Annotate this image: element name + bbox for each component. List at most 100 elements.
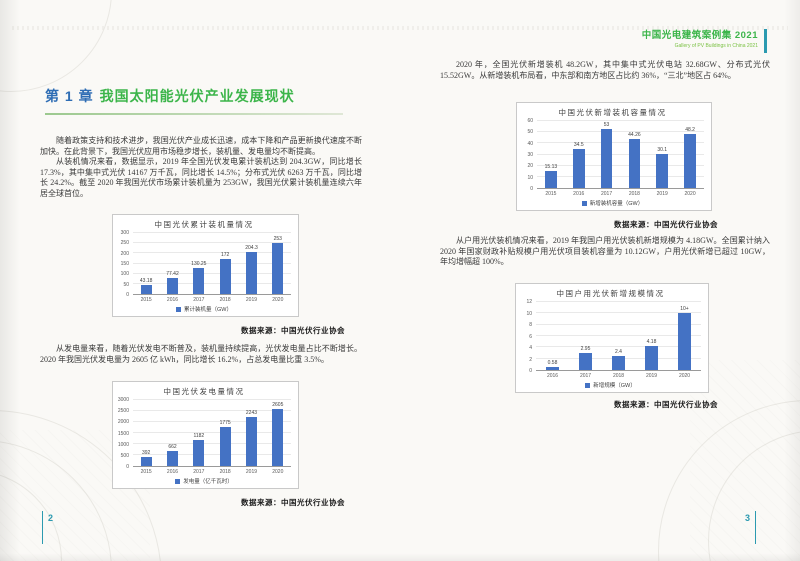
bar-value-label: 392	[141, 450, 151, 457]
gridline	[536, 323, 701, 325]
bar-value-label: 2605	[272, 401, 284, 408]
y-tick-label: 6	[529, 333, 532, 340]
bar-value-label: 43.18	[139, 278, 153, 285]
gridline	[537, 142, 704, 144]
x-tick-label: 2018	[628, 190, 640, 197]
y-tick-label: 50	[123, 281, 129, 288]
x-tick-label: 2016	[166, 468, 179, 475]
y-tick-label: 2500	[117, 408, 129, 415]
bar-series: 15.13 34.5 53 44.26 30.1 48.2	[537, 121, 704, 188]
paragraph: 2020 年，全国光伏新增装机 48.2GW，其中集中式光伏电站 32.68GW…	[440, 60, 770, 80]
bar-value-label: 253	[273, 235, 282, 242]
y-tick-label: 2	[529, 356, 532, 363]
chart-plot-area: 0 2 4 6 8 10 12 0.58 2.95 2.4 4.18 10+	[520, 299, 701, 374]
bar	[611, 356, 626, 370]
chapter-underline	[45, 113, 343, 115]
legend: 新增规模（GW）	[520, 380, 701, 390]
bar	[656, 154, 669, 188]
x-tick-label: 2020	[678, 372, 691, 379]
bar	[219, 259, 231, 294]
x-tick-label: 2017	[601, 190, 613, 197]
footer-accent-line	[42, 511, 43, 544]
legend: 累计装机量（GW）	[117, 304, 291, 314]
y-axis: 0 10 20 30 40 50 60	[521, 118, 537, 192]
gridline	[537, 175, 704, 177]
bar-value-label: 34.5	[573, 142, 584, 149]
y-tick-label: 8	[529, 322, 532, 328]
y-tick-label: 0	[126, 292, 129, 298]
x-tick-label: 2020	[272, 296, 284, 303]
data-source-note: 数据来源：中国光伏行业协会	[614, 400, 718, 409]
x-tick-label: 2020	[272, 468, 284, 475]
y-tick-label: 250	[120, 240, 129, 247]
y-tick-label: 0	[126, 464, 129, 470]
bar-value-label: 130.25	[191, 260, 207, 267]
gridline	[133, 232, 291, 233]
paragraph: 从户用光伏装机情况来看，2019 年我国户用光伏装机新增规模为 4.18GW。全…	[440, 236, 770, 266]
chart-new-installed-capacity: 中国光伏新增装机容量情况 0 10 20 30 40 50 60 15.13 34.5 53 44.2…	[516, 102, 712, 211]
data-source-note: 数据来源：中国光伏行业协会	[241, 498, 345, 507]
gridline	[133, 454, 291, 455]
bar-slot: 662	[159, 400, 185, 466]
bar	[245, 252, 257, 294]
chart-title: 中国户用光伏新增规模情况	[556, 289, 665, 298]
y-tick-label: 2000	[117, 419, 129, 426]
bar	[193, 440, 205, 466]
x-axis: 2015 2016 2017 2018 2019 2020	[537, 189, 704, 198]
header-accent-bar	[764, 29, 767, 53]
bar-slot: 1775	[212, 400, 238, 466]
bar-value-label: 4.18	[646, 339, 657, 346]
x-tick-label: 2018	[612, 372, 625, 379]
bar-slot: 172	[212, 233, 238, 294]
x-tick-label: 2015	[545, 190, 557, 197]
x-tick-label: 2016	[166, 296, 179, 303]
chart-cumulative-installed-capacity: 中国光伏累计装机量情况 0 50 100 150 200 250 300 43.18 77.42 1…	[112, 214, 299, 317]
y-tick-label: 50	[527, 129, 533, 136]
bar-value-label: 204.3	[245, 245, 258, 252]
y-tick-label: 300	[120, 230, 129, 236]
x-axis: 2016 2017 2018 2019 2020	[536, 371, 701, 380]
gridline	[133, 410, 291, 411]
bar	[166, 278, 179, 294]
gridline	[536, 312, 701, 314]
chapter-heading: 第 1 章我国太阳能光伏产业发展现状	[45, 86, 345, 115]
bar	[578, 353, 593, 370]
gridline	[133, 242, 291, 244]
bar-slot: 15.13	[537, 121, 565, 188]
bar-series: 0.58 2.95 2.4 4.18 10+	[536, 302, 701, 370]
gridline	[536, 346, 701, 348]
bar-value-label: 662	[168, 444, 177, 451]
x-tick-label: 2017	[193, 468, 205, 475]
decorative-dot-strip	[12, 26, 788, 30]
book-subtitle: Gallery of PV Buildings in China 2021	[674, 43, 758, 49]
paragraph: 随着政策支持和技术进步，我国光伏产业成长迅速，成本下降和产品更新换代速度不断加快…	[40, 136, 362, 156]
paragraph: 从发电量来看，随着光伏发电不断普及，装机量持续提高，光伏发电量占比不断增长。20…	[40, 344, 362, 364]
y-axis: 0 2 4 6 8 10 12	[520, 299, 536, 374]
chart-title: 中国光伏累计装机量情况	[154, 220, 254, 229]
y-tick-label: 60	[527, 118, 533, 124]
bar-value-label: 2243	[245, 409, 258, 416]
legend: 新增装机容量（GW）	[521, 198, 704, 208]
chart-power-generation: 中国光伏发电量情况 0 500 1000 1500 2000 2500 3000 392 662 1…	[112, 381, 299, 489]
bar	[219, 426, 231, 466]
new-installed-paragraph: 2020 年，全国光伏新增装机 48.2GW，其中集中式光伏电站 32.68GW…	[440, 60, 770, 81]
x-tick-label: 2018	[219, 296, 231, 303]
legend-swatch	[176, 306, 181, 312]
y-tick-label: 500	[120, 452, 129, 459]
legend-label: 新增装机容量（GW）	[589, 201, 644, 207]
bar-value-label: 77.42	[166, 271, 179, 278]
chart-plot-area: 0 10 20 30 40 50 60 15.13 34.5 53 44.26 30.1 48.2	[521, 118, 704, 192]
bar-series: 43.18 77.42 130.25 172 204.3 253	[133, 233, 291, 294]
x-axis: 2015 2016 2017 2018 2019 2020	[133, 467, 291, 476]
intro-paragraphs: 随着政策支持和技术进步，我国光伏产业成长迅速，成本下降和产品更新换代速度不断加快…	[40, 136, 362, 199]
data-source-note: 数据来源：中国光伏行业协会	[614, 220, 718, 229]
bar-slot: 253	[265, 233, 291, 294]
bar	[545, 366, 560, 370]
bar-value-label: 53	[603, 121, 610, 128]
x-tick-label: 2019	[245, 468, 258, 475]
bar-value-label: 0.58	[547, 359, 558, 366]
chart-title: 中国光伏新增装机容量情况	[558, 108, 667, 117]
paragraph: 从装机情况来看，数据显示，2019 年全国光伏发电累计装机达到 204.3GW，…	[40, 157, 362, 198]
bar-value-label: 1182	[193, 433, 205, 439]
